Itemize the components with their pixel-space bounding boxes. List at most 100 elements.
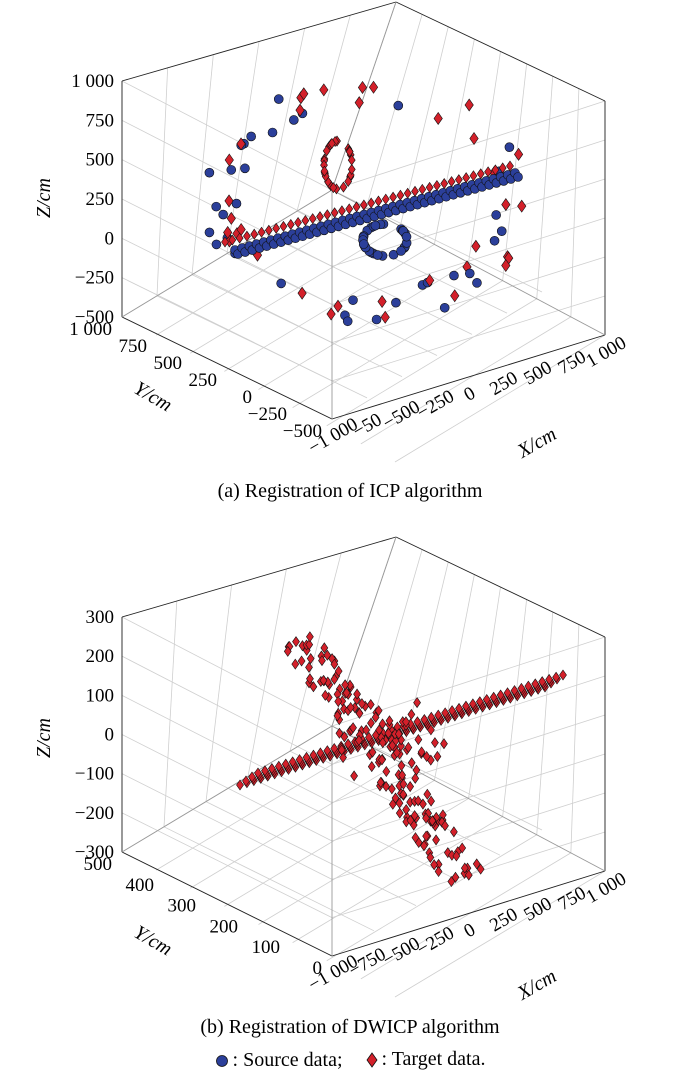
source-point [396,246,406,256]
target-point [407,757,416,769]
x-tick-label: 500 [520,357,555,389]
target-point [398,769,407,781]
panel-a-zlabel: Z/cm [33,178,55,218]
source-point [231,198,242,209]
axis-edge [121,725,333,853]
target-point [242,775,250,787]
z-tick-label: −100 [75,764,114,785]
z-tick-label: 300 [86,607,115,628]
target-point [345,203,354,215]
axis-edge [331,334,606,420]
target-point [410,810,419,822]
source-point [348,295,358,305]
source-point [370,220,381,231]
target-point [433,750,442,762]
gridline [331,189,543,293]
target-point [333,710,342,722]
target-point [407,708,416,720]
target-point [281,758,290,770]
axis-edge [121,189,333,318]
target-point [517,682,526,694]
target-point [394,728,403,740]
target-point [475,696,484,708]
target-point [447,875,456,888]
panel-b-caption: (b) Registration of DWICP algorithm [200,1016,500,1038]
source-point [273,94,284,104]
target-point [432,834,440,846]
gridline [121,655,333,765]
target-point [545,673,554,685]
gridline [394,870,606,998]
gridline [163,600,178,827]
axis-edge [331,725,606,872]
target-point [489,691,498,703]
source-point [393,100,404,111]
gridline [326,298,537,427]
gridline [570,624,580,853]
source-point [267,127,278,138]
target-point [344,738,352,750]
target-point [397,760,406,772]
target-point [462,700,470,712]
target-point [501,258,511,273]
target-point [455,702,463,714]
target-point [291,658,300,670]
target-point [305,639,314,651]
legend-target-label: : Target data. [381,1048,486,1070]
target-point [301,215,310,227]
axis-edge [121,316,333,420]
legend: : Source data; : Target data. [0,1048,700,1074]
target-point [367,717,375,729]
target-point [427,711,436,723]
gridline [536,76,554,299]
target-point [450,289,460,303]
target-point [334,665,343,677]
gridline [205,584,232,802]
x-tick-label: 250 [486,904,521,936]
target-point [422,812,430,824]
source-point [371,314,382,325]
target-point [349,722,357,734]
target-point [309,749,318,761]
target-point [385,715,394,727]
target-point [413,716,422,728]
panel-b-grid [121,536,606,998]
target-point [374,705,383,717]
target-point [371,711,380,723]
x-tick-label: 1 000 [582,332,630,372]
target-point [329,182,338,194]
source-point [439,302,450,313]
target-point [380,310,390,324]
target-point [417,746,426,758]
source-point [513,172,523,182]
target-point [228,234,237,246]
source-point [358,239,369,249]
gridline [261,28,306,233]
target-point [434,709,443,721]
gridline [331,100,606,191]
target-point [441,707,450,719]
gridline [360,852,572,980]
z-tick-label: −500 [75,307,114,328]
gridline [121,773,333,880]
y-tick-label: 300 [168,896,197,917]
target-point [399,778,408,790]
target-point [297,655,306,667]
target-point [391,792,400,804]
gridline [190,761,401,889]
target-point [447,176,456,188]
z-tick-label: 200 [86,646,115,667]
x-tick-label: 500 [520,893,555,925]
target-point [319,674,328,686]
target-point [433,111,443,126]
gridline [121,734,333,842]
target-point [257,226,266,238]
panel-b-ylabel: Y/cm [130,921,176,960]
target-point [420,840,428,852]
target-point [334,695,343,708]
target-point [381,193,390,205]
target-point [531,678,540,690]
x-tick-label: 0 [460,383,479,406]
target-point [491,164,500,176]
target-point [366,698,375,711]
